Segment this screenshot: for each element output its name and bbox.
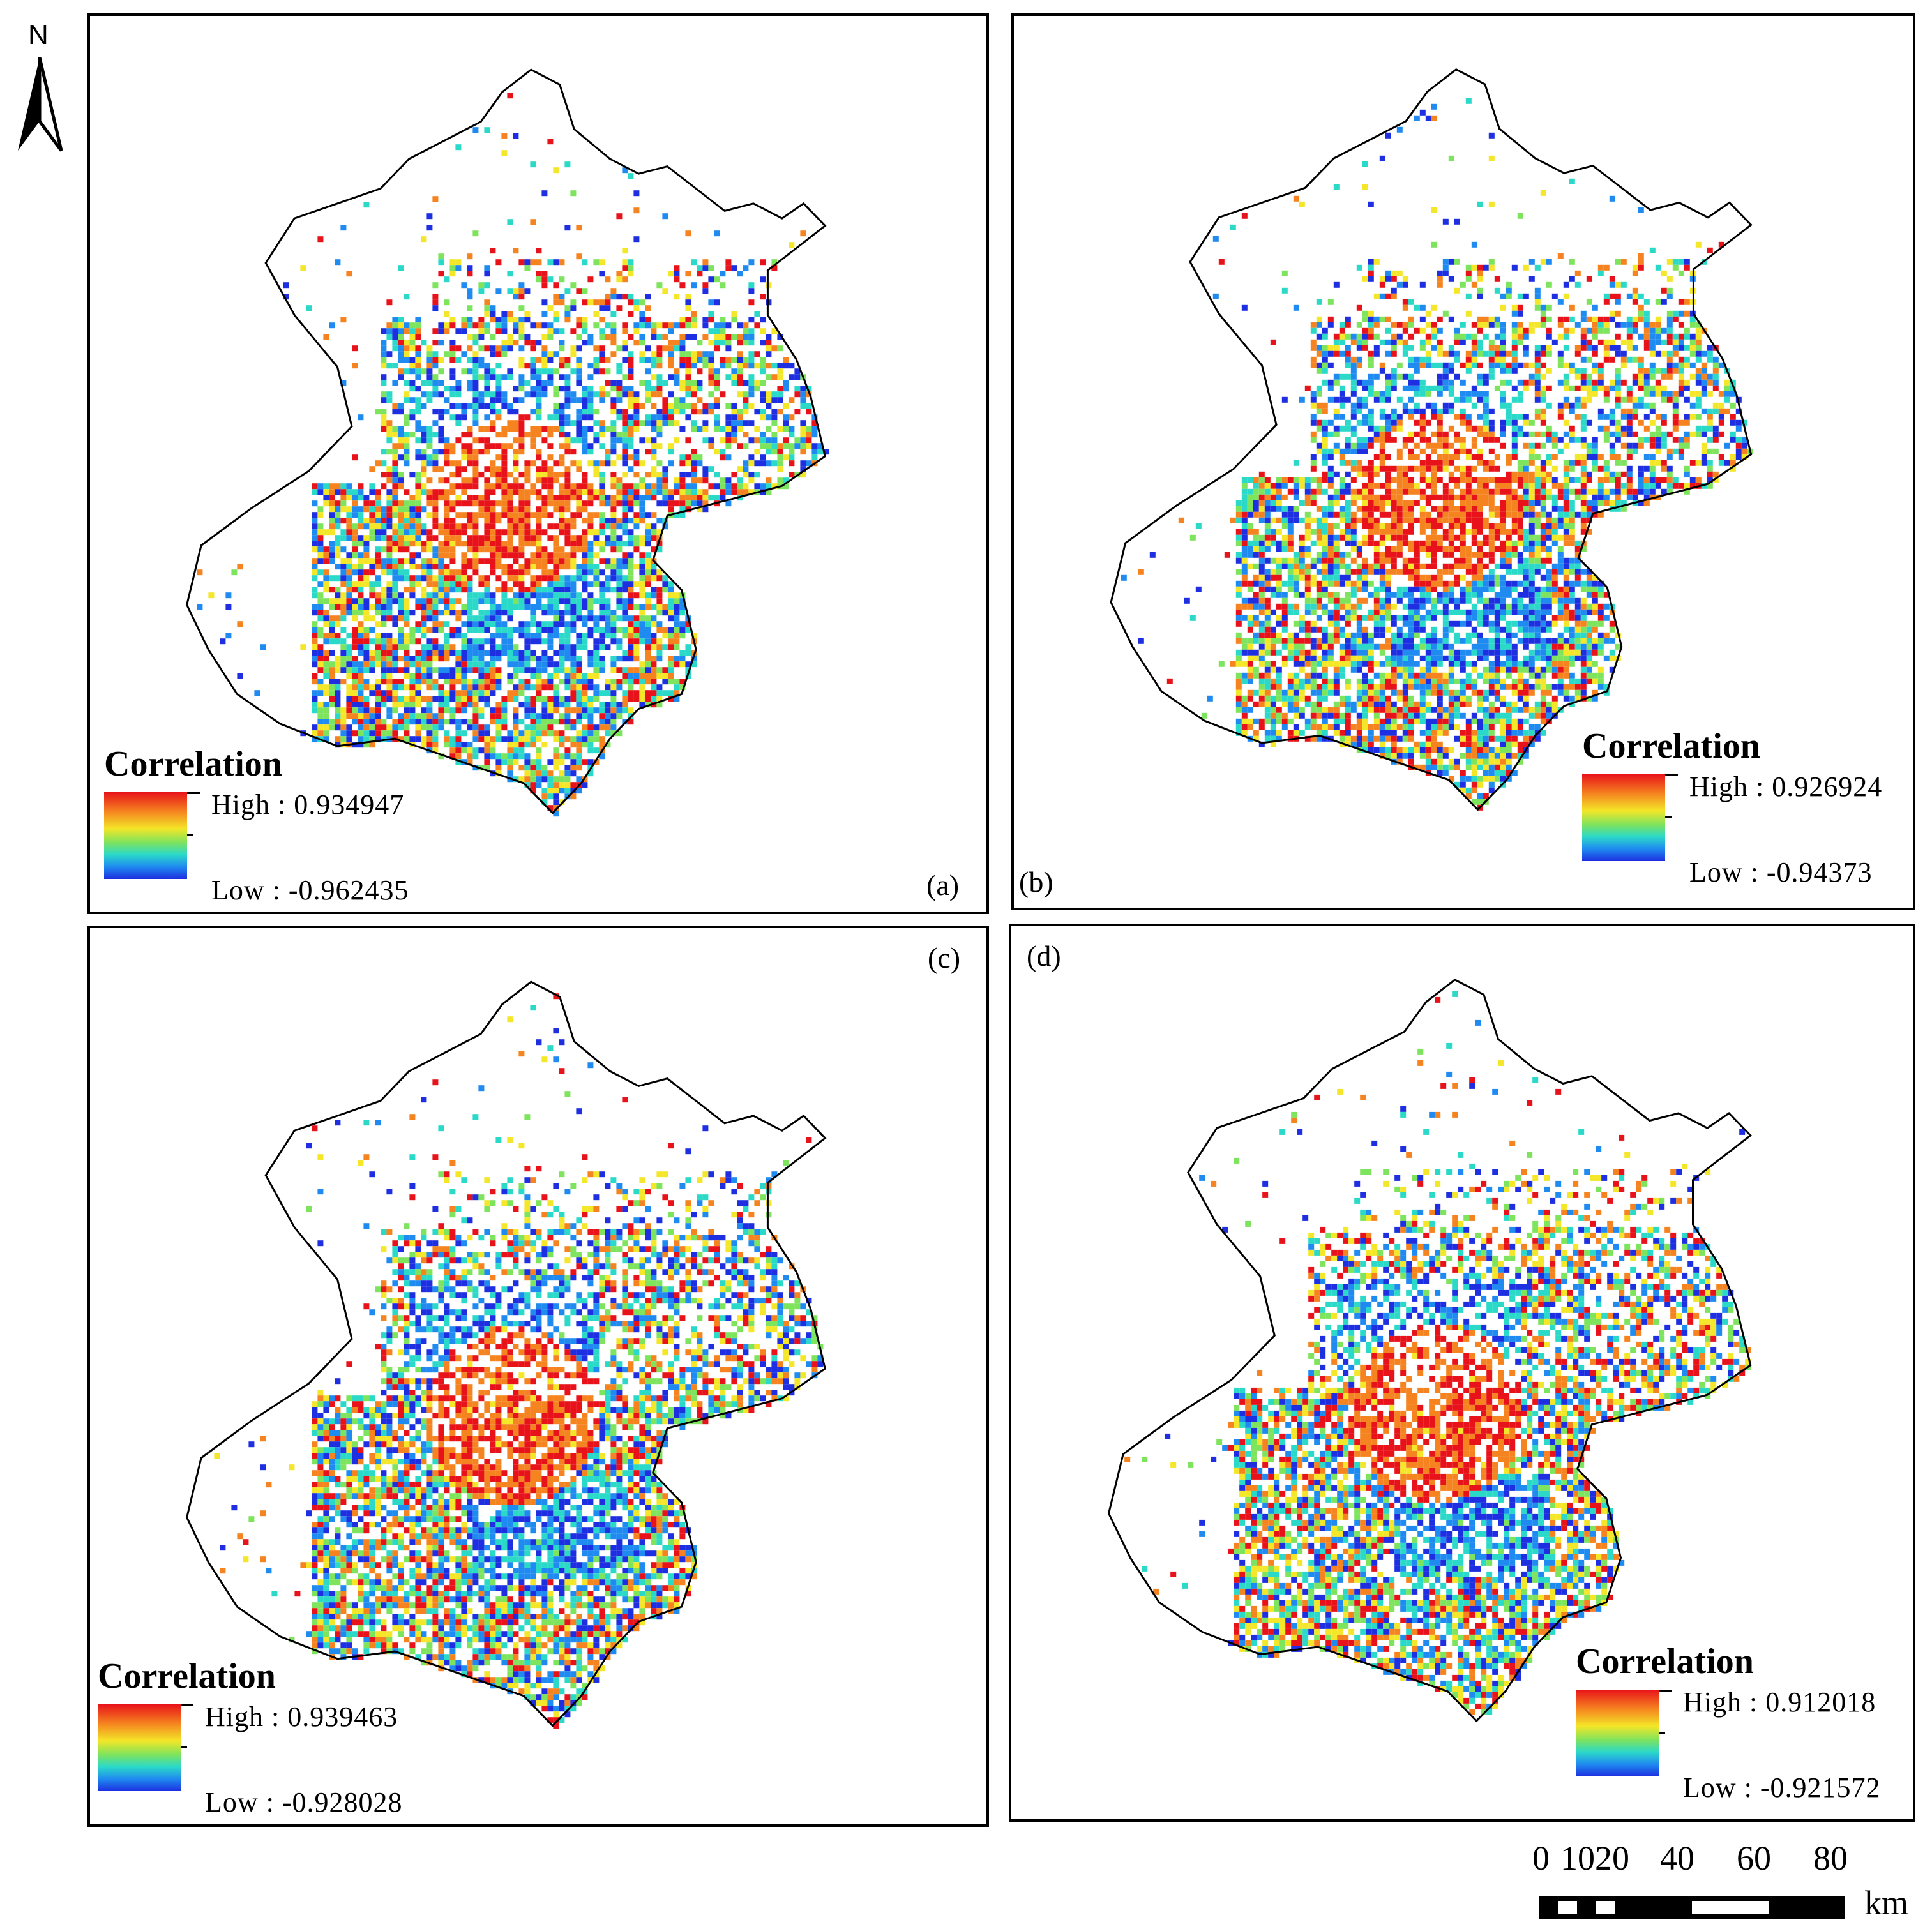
beijing-map-c	[186, 980, 827, 1729]
legend-c: Correlation High : 0.939463 Low : -0.928…	[98, 1656, 494, 1822]
legend-high: High : 0.939463	[205, 1701, 398, 1732]
legend-low: Low : -0.928028	[205, 1787, 403, 1818]
legend-high: High : 0.926924	[1689, 771, 1883, 802]
panel-label-c: (c)	[928, 942, 961, 974]
legend-high: High : 0.912018	[1683, 1686, 1876, 1718]
beijing-boundary	[1107, 979, 1753, 1723]
ramp-top-tick	[1665, 774, 1678, 776]
scale-bar: 0 10 20 40 60 80 km	[1526, 1838, 1932, 1928]
north-arrow: N	[10, 19, 68, 152]
legend-b: Correlation High : 0.926924 Low : -0.943…	[1582, 726, 1913, 892]
correlation-raster	[1121, 98, 1753, 811]
legend-d: Correlation High : 0.912018 Low : -0.921…	[1576, 1641, 1913, 1807]
scale-tick-label: 0	[1532, 1839, 1550, 1877]
ramp-mid-tick	[187, 834, 193, 836]
legend-a: Correlation High : 0.934947 Low : -0.962…	[104, 744, 500, 910]
correlation-raster	[214, 993, 824, 1729]
beijing-boundary	[186, 68, 827, 814]
beijing-map-b	[1110, 68, 1753, 811]
scale-tick-label: 80	[1813, 1839, 1848, 1877]
legend-title: Correlation	[98, 1656, 276, 1696]
north-arrow-icon	[18, 57, 63, 152]
ramp-mid-tick	[1659, 1732, 1665, 1734]
legend-title: Correlation	[1582, 726, 1760, 766]
legend-low: Low : -0.921572	[1683, 1772, 1881, 1803]
scale-tick-label: 20	[1595, 1839, 1629, 1877]
ramp-top-tick	[1659, 1690, 1672, 1692]
legend-title: Correlation	[1576, 1642, 1754, 1681]
legend-low: Low : -0.962435	[211, 874, 409, 906]
ramp-top-tick	[181, 1704, 193, 1706]
ramp-top-tick	[187, 792, 200, 794]
map-panel-d: Correlation High : 0.912018 Low : -0.921…	[1009, 924, 1915, 1822]
north-label: N	[28, 19, 49, 50]
scale-tick-label: 40	[1660, 1839, 1694, 1877]
legend-high: High : 0.934947	[211, 789, 405, 820]
color-ramp	[1582, 774, 1665, 861]
beijing-map-a	[186, 68, 829, 817]
scale-tick-label: 60	[1737, 1839, 1771, 1877]
scale-bar-graphic	[1539, 1896, 1845, 1919]
ramp-mid-tick	[181, 1746, 187, 1748]
color-ramp	[1576, 1690, 1659, 1776]
color-ramp	[104, 792, 187, 879]
map-panel-c: Correlation High : 0.939463 Low : -0.928…	[87, 926, 989, 1827]
beijing-boundary	[1110, 68, 1753, 811]
legend-title: Correlation	[104, 744, 282, 784]
scale-unit: km	[1864, 1884, 1909, 1922]
panel-label-d: (d)	[1027, 940, 1061, 972]
panel-label-b: (b)	[1019, 866, 1053, 898]
map-panel-a: Correlation High : 0.934947 Low : -0.962…	[87, 13, 989, 914]
color-ramp	[98, 1704, 181, 1791]
ramp-mid-tick	[1665, 816, 1672, 818]
legend-low: Low : -0.94373	[1689, 857, 1873, 888]
map-panel-b: Correlation High : 0.926924 Low : -0.943…	[1011, 13, 1915, 910]
beijing-boundary	[186, 980, 827, 1727]
correlation-raster	[197, 93, 829, 817]
beijing-map-d	[1107, 979, 1753, 1723]
panel-label-a: (a)	[926, 869, 960, 901]
scale-tick-label: 10	[1560, 1839, 1595, 1877]
correlation-raster	[1124, 991, 1751, 1715]
